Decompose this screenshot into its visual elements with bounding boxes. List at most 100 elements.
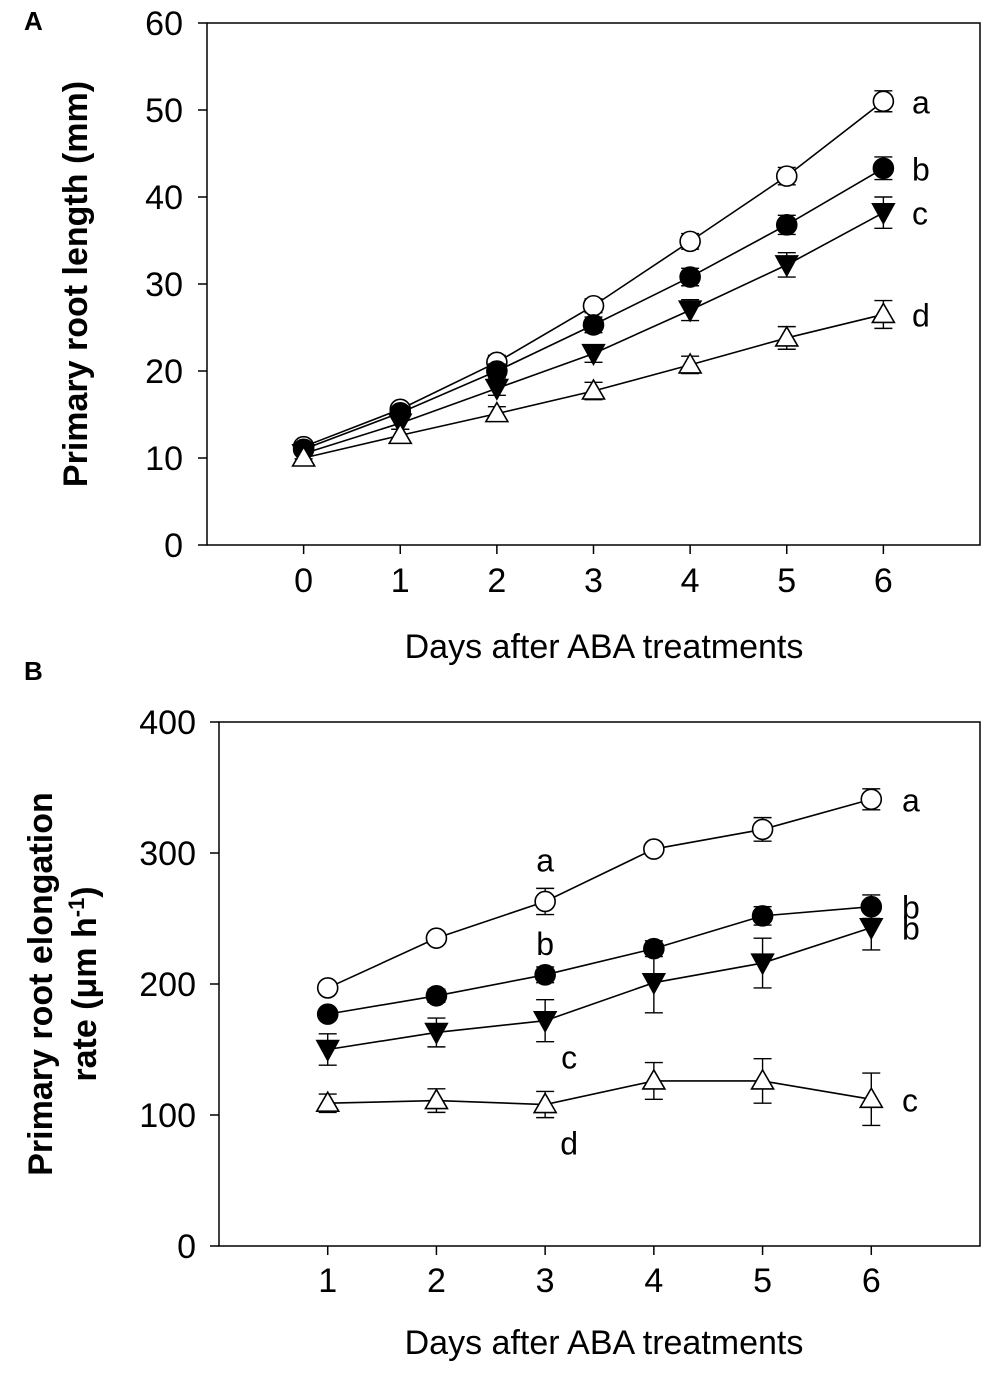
panel-b-letter: B — [24, 656, 43, 686]
panel-b-data-point — [860, 788, 883, 811]
panel-b-y-tick-label: 0 — [177, 1228, 196, 1266]
panel-b-day3-significance-letter: c — [561, 1040, 577, 1076]
panel-a-data-point — [774, 325, 800, 347]
panel-b-data-point — [532, 1010, 558, 1034]
panel-b-data-point — [315, 1039, 340, 1062]
panel-a-data-point — [582, 314, 605, 336]
panel-a-data-point — [581, 343, 606, 367]
panel-b-series-triangle-down-filled: b — [315, 904, 920, 1066]
panel-b-data-point — [315, 1090, 341, 1113]
panel-a-data-point — [291, 445, 317, 467]
panel-b-series-line — [327, 798, 872, 989]
panel-b-series-triangle-up-open: c — [315, 1057, 918, 1127]
panel-b-data-point — [316, 1003, 339, 1025]
panel-a-y-tick-label: 40 — [145, 179, 183, 217]
panel-b-data-point — [641, 972, 667, 996]
panel-a-data-point — [677, 352, 703, 374]
panel-b-data-point — [858, 1086, 884, 1109]
panel-b-x-tick-label: 5 — [753, 1262, 772, 1300]
panel-b-data-point — [424, 1022, 449, 1045]
panel-b-series-circle-filled: b — [316, 890, 920, 1025]
panel-b-y-tick-label: 400 — [139, 704, 196, 742]
panel-b-x-axis-title: Days after ABA treatments — [405, 1324, 804, 1362]
panel-a-x-axis-title: Days after ABA treatments — [405, 628, 804, 666]
panel-a-data-point — [582, 294, 605, 317]
panel-b-series-line — [327, 1080, 872, 1106]
panel-a-x-axis: 0 1 2 3 4 5 6 — [294, 545, 893, 600]
panel-a-data-point — [679, 266, 701, 288]
panel-b-x-tick-label: 3 — [536, 1262, 555, 1300]
panel-b-data-point — [641, 1068, 667, 1090]
panel-a-data-point — [775, 214, 798, 236]
panel-a-significance-letter: c — [912, 196, 928, 232]
panel-b-data-point — [424, 1087, 449, 1110]
panel-b-day3-significance-letter: b — [536, 926, 554, 962]
panel-a-data-point — [774, 255, 799, 278]
panel-a-data-point — [581, 378, 606, 400]
panel-a-data-point — [871, 202, 896, 226]
panel-a-data-point — [775, 165, 798, 187]
panel-a-x-tick-label: 0 — [294, 562, 313, 600]
panel-b-data-point — [643, 838, 665, 860]
panel-a-significance-letter: a — [912, 84, 930, 120]
panel-b-y-tick-label: 300 — [139, 835, 196, 873]
panel-b-data-point — [750, 1068, 775, 1090]
panel-a-y-axis-title: Primary root length (mm) — [57, 81, 95, 487]
panel-a-data-point — [484, 401, 510, 423]
panel-b-y-tick-label: 200 — [139, 966, 196, 1004]
panel-b-series-line — [327, 926, 872, 1051]
panel-b-y-tick-label: 100 — [139, 1097, 196, 1135]
panel-b-y-axis-title-main: rate (μm h — [66, 917, 104, 1081]
panel-a-x-tick-label: 5 — [777, 562, 796, 600]
panel-a-series-triangle-up-open: d — [291, 297, 930, 467]
panel-a-y-tick-label: 60 — [145, 5, 183, 43]
panel-a-letter: A — [24, 6, 43, 36]
panel-a-data-point — [872, 90, 895, 113]
panel-b-x-axis: 1 2 3 4 5 6 — [318, 1246, 881, 1300]
panel-b-data-point — [425, 927, 448, 949]
panel-b-x-tick-label: 1 — [318, 1262, 337, 1300]
panel-a-data-point — [484, 378, 510, 401]
panel-b-data-point — [532, 1091, 558, 1114]
panel-a-y-axis: 0 10 20 30 40 50 60 — [145, 5, 207, 565]
panel-a-significance-letter: b — [912, 151, 930, 187]
panel-b-day3-significance-letter: d — [560, 1126, 578, 1162]
panel-b-data-point — [534, 964, 556, 986]
panel-a-y-tick-label: 20 — [145, 353, 183, 391]
panel-a-y-tick-label: 10 — [145, 440, 183, 478]
panel-b-y-axis-title-line1: Primary root elongation — [22, 792, 60, 1176]
panel-a-significance-letter: d — [912, 297, 930, 333]
panel-a-y-tick-label: 50 — [145, 92, 183, 130]
panel-b-significance-letter: b — [902, 911, 920, 947]
panel-a-x-tick-label: 1 — [391, 562, 410, 600]
panel-a-data-point — [679, 230, 701, 253]
panel-b-data-point — [750, 953, 775, 976]
panel-a-data-point — [870, 301, 896, 324]
panel-b-data-point — [751, 818, 774, 841]
panel-a-plot-frame — [206, 22, 981, 546]
panel-a-data-point — [677, 300, 703, 323]
panel-a-x-tick-label: 4 — [681, 562, 700, 600]
panel-b-significance-letter: b — [902, 890, 920, 926]
panel-a-series: abc d — [291, 84, 930, 467]
panel-a-x-tick-label: 2 — [487, 562, 506, 600]
panel-a-data-point — [872, 157, 895, 180]
panel-b-data-point — [859, 917, 884, 941]
panel-a-y-tick-label: 30 — [145, 266, 183, 304]
panel-b-series-circle-open: a — [316, 782, 920, 999]
panel-b-data-point — [534, 890, 556, 913]
panel-b-x-tick-label: 4 — [644, 1262, 663, 1300]
panel-b-data-point — [316, 977, 339, 999]
panel-b-y-axis-title-line2: rate (μm h-1) — [64, 886, 104, 1081]
panel-b-x-tick-label: 2 — [427, 1262, 446, 1300]
panel-b-y-axis: 0 100 200 300 400 — [139, 704, 219, 1266]
panel-a-data-point — [387, 422, 413, 445]
panel-a-x-tick-label: 6 — [874, 562, 893, 600]
panel-a-series-triangle-down-filled: c — [291, 196, 928, 467]
panel-a-x-tick-label: 3 — [584, 562, 603, 600]
panel-b-y-axis-title-close: ) — [66, 886, 104, 897]
panel-b-x-tick-label: 6 — [862, 1262, 881, 1300]
